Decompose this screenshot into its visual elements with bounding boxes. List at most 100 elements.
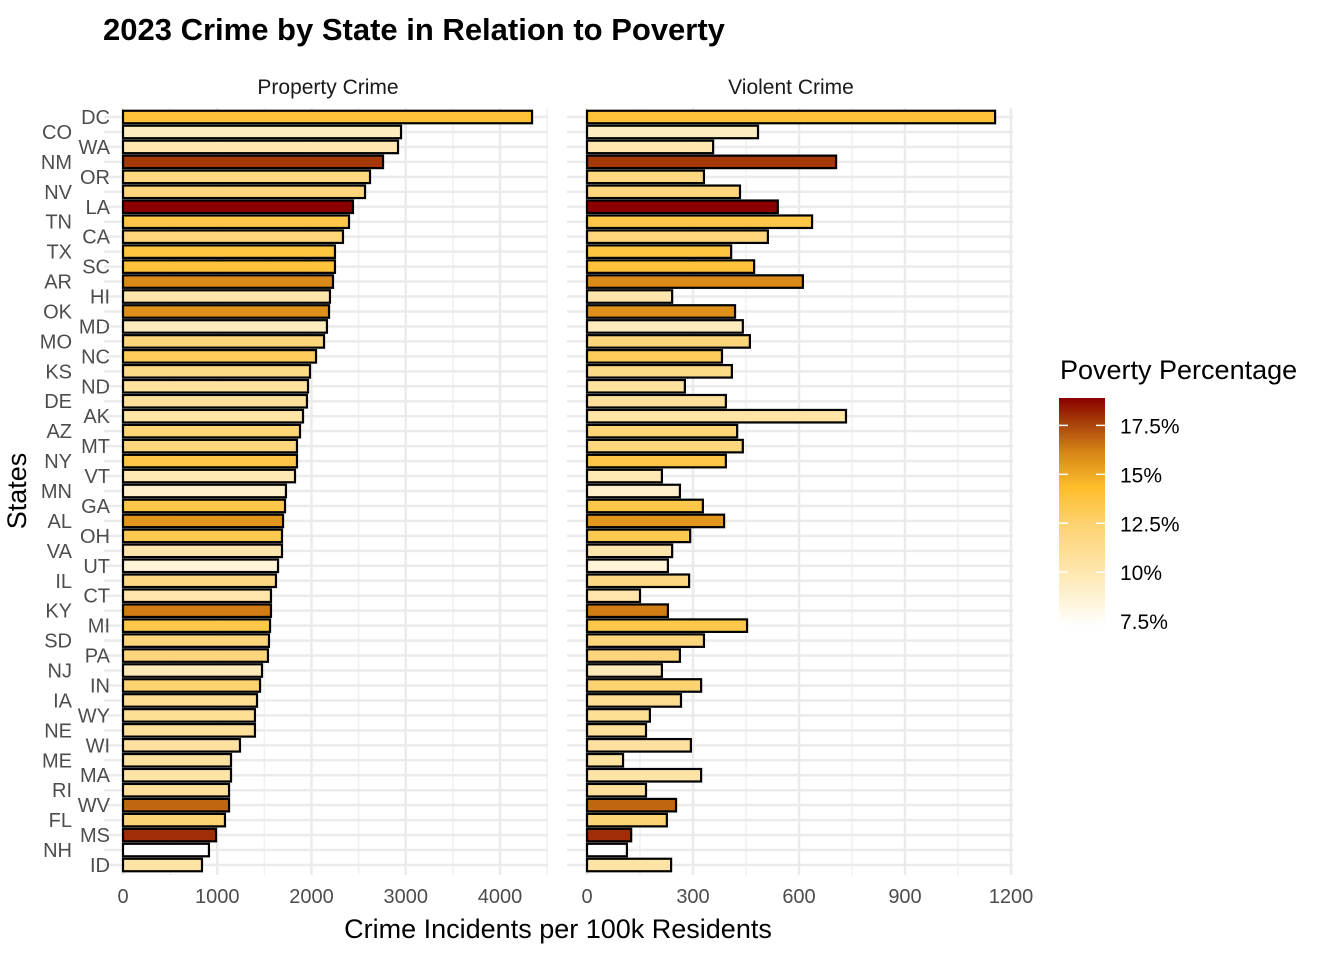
y-tick-label: AK xyxy=(83,406,110,428)
y-tick-label: MA xyxy=(80,765,111,787)
y-tick-label: CT xyxy=(83,586,110,608)
bar-sc xyxy=(121,259,337,274)
legend-tick-label: 15% xyxy=(1120,464,1162,487)
bar-dc xyxy=(585,109,997,125)
y-tick-label: IA xyxy=(53,690,73,712)
bar-wv xyxy=(121,797,231,813)
bar-ma xyxy=(121,767,233,783)
bar-ak xyxy=(121,408,305,424)
y-tick-label: RI xyxy=(52,780,72,802)
x-tick-label: 1200 xyxy=(989,886,1034,908)
bar-or xyxy=(585,169,706,185)
y-tick-label: FL xyxy=(49,810,72,832)
bar-wv xyxy=(585,797,678,813)
bar-nj xyxy=(585,663,664,678)
x-tick-label: 300 xyxy=(676,886,709,908)
y-tick-label: AZ xyxy=(46,421,72,443)
bar-vt xyxy=(585,468,664,484)
bar-md xyxy=(121,319,329,334)
y-tick-label: CO xyxy=(42,122,72,144)
bar-nc xyxy=(585,349,724,364)
y-tick-label: NY xyxy=(44,451,72,473)
legend-title: Poverty Percentage xyxy=(1060,355,1297,385)
bar-ia xyxy=(121,693,259,708)
bar-de xyxy=(121,393,309,409)
bar-hi xyxy=(121,289,332,304)
bar-ky xyxy=(121,603,273,619)
y-tick-label: WY xyxy=(78,705,110,727)
y-tick-label: NH xyxy=(43,840,72,862)
bar-ok xyxy=(121,304,331,319)
y-tick-label: MI xyxy=(88,616,110,638)
bar-hi xyxy=(585,289,674,304)
bar-sc xyxy=(585,259,756,274)
bar-id xyxy=(585,857,673,873)
bar-il xyxy=(585,573,691,589)
bar-tx xyxy=(585,244,733,259)
bar-ok xyxy=(585,304,737,319)
bar-mi xyxy=(585,618,749,633)
legend: Poverty Percentage 7.5% 10% 12.5% 15% 17.5% xyxy=(1059,355,1297,634)
legend-tick-label: 12.5% xyxy=(1120,513,1180,536)
bar-nh xyxy=(585,842,629,858)
y-tick-label: WA xyxy=(79,137,111,159)
bar-ca xyxy=(585,229,770,245)
bar-ct xyxy=(121,588,273,604)
y-tick-label: CA xyxy=(82,227,110,249)
y-tick-label: ND xyxy=(81,376,110,398)
y-tick-label: AR xyxy=(44,272,72,294)
x-tick-label: 600 xyxy=(782,886,815,908)
bar-ny xyxy=(585,453,727,469)
y-tick-label: GA xyxy=(81,496,111,518)
bar-wy xyxy=(585,708,651,723)
bar-ca xyxy=(121,229,345,245)
bar-ky xyxy=(585,603,670,619)
bar-nm xyxy=(585,154,838,170)
y-tick-label: WI xyxy=(86,735,110,757)
bar-mt xyxy=(121,438,299,454)
bar-nd xyxy=(585,378,686,394)
bar-co xyxy=(121,124,403,140)
bar-mo xyxy=(585,334,751,349)
y-tick-label: TN xyxy=(45,212,72,234)
legend-tick-label: 17.5% xyxy=(1120,415,1180,438)
bar-la xyxy=(585,199,779,215)
y-tick-label: PA xyxy=(85,646,111,668)
bar-id xyxy=(121,857,204,873)
facet-property-crime: Property Crime 0 1000 2000 3000 4000 xyxy=(104,76,548,908)
bar-oh xyxy=(585,528,692,544)
bar-fl xyxy=(121,812,227,828)
bar-co xyxy=(585,124,760,140)
bar-wa xyxy=(121,139,400,155)
y-tick-label: UT xyxy=(83,556,110,578)
y-tick-label: DC xyxy=(81,107,110,129)
y-tick-label: OR xyxy=(80,167,110,189)
bar-ia xyxy=(585,693,683,708)
bar-me xyxy=(585,752,625,768)
bar-ne xyxy=(121,723,257,738)
y-tick-label: OK xyxy=(43,301,73,323)
x-tick-label: 2000 xyxy=(289,886,334,908)
bar-wi xyxy=(121,737,242,753)
bar-oh xyxy=(121,528,284,544)
bar-ri xyxy=(121,782,231,798)
bar-tx xyxy=(121,244,337,259)
y-tick-label: ID xyxy=(90,855,110,877)
y-tick-label: NV xyxy=(44,182,72,204)
bar-tn xyxy=(585,214,814,230)
y-tick-label: MN xyxy=(41,481,72,503)
bar-va xyxy=(585,543,674,559)
bar-nd xyxy=(121,378,310,394)
bar-nh xyxy=(121,842,211,858)
bar-de xyxy=(585,393,727,409)
bar-me xyxy=(121,752,233,768)
facet-violent-crime: Violent Crime 0 300 600 900 1200 xyxy=(567,76,1033,908)
bar-ct xyxy=(585,588,642,604)
bar-la xyxy=(121,199,355,215)
y-tick-label: KS xyxy=(45,361,72,383)
facet-strip-label: Violent Crime xyxy=(728,76,854,99)
bar-il xyxy=(121,573,278,589)
y-tick-label: VA xyxy=(47,541,73,563)
